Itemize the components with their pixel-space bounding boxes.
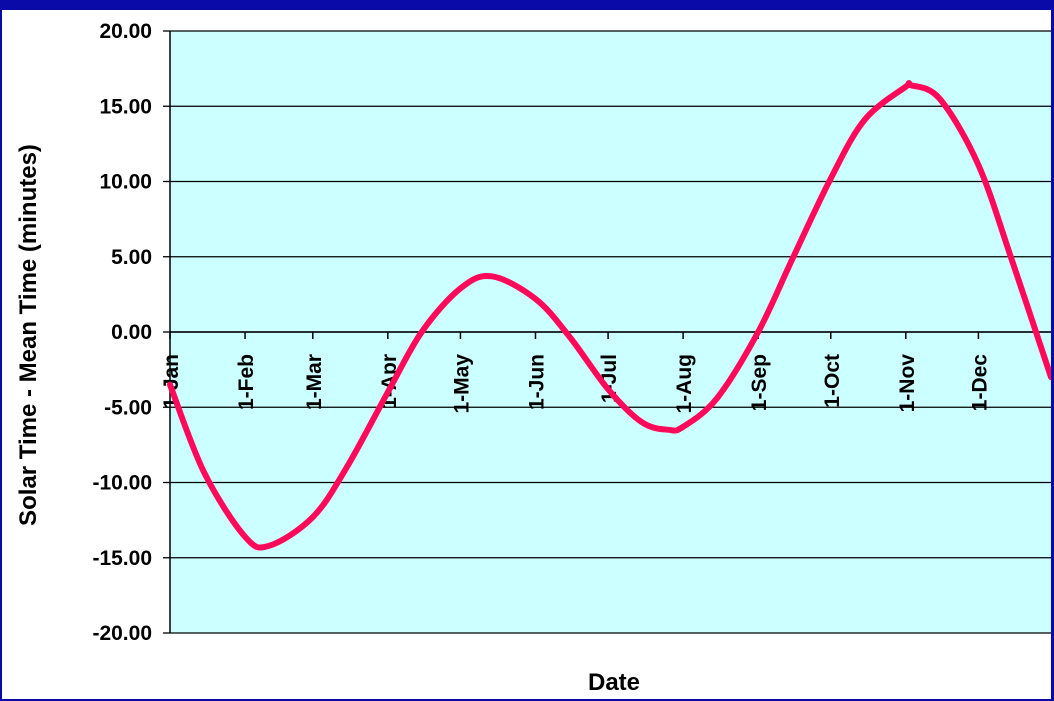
y-tick-labels: 20.00 15.00 10.00 5.00 0.00 -5.00 -10.00 -15.00…: [92, 20, 152, 645]
y-tick-label: -10.00: [92, 472, 152, 495]
y-tick-label: -5.00: [104, 396, 152, 419]
chart-svg: 20.00 15.00 10.00 5.00 0.00 -5.00 -10.00 -15.00…: [15, 20, 1051, 696]
x-category-label: 1-May: [450, 354, 473, 414]
y-tick-label: -15.00: [92, 547, 152, 570]
y-tick-label: 20.00: [99, 20, 152, 43]
y-tick-label: 0.00: [111, 321, 152, 344]
axes: [169, 31, 1051, 633]
y-tick-label: 10.00: [99, 171, 152, 194]
x-category-label: 1-Jun: [525, 354, 548, 410]
x-category-label: 1-Dec: [968, 354, 991, 412]
x-axis-title: Date: [588, 669, 640, 696]
x-category-label: 1-Mar: [303, 354, 326, 410]
x-category-label: 1-Feb: [235, 354, 258, 410]
y-tick-label: -20.00: [92, 622, 152, 645]
x-category-label: 1-Oct: [821, 354, 844, 408]
series-line: [167, 80, 1051, 551]
x-category-label: 1-Aug: [673, 354, 696, 414]
x-category-label: 1-Jan: [160, 354, 183, 409]
x-category-label: 1-Nov: [896, 354, 919, 413]
x-category-label: 1-Jul: [598, 354, 621, 403]
y-tick-label: 5.00: [111, 246, 152, 269]
y-tick-label: 15.00: [99, 95, 152, 118]
x-category-label: 1-Sep: [748, 354, 771, 411]
y-axis-title: Solar Time - Mean Time (minutes): [15, 144, 42, 526]
data-series: [167, 80, 1051, 551]
